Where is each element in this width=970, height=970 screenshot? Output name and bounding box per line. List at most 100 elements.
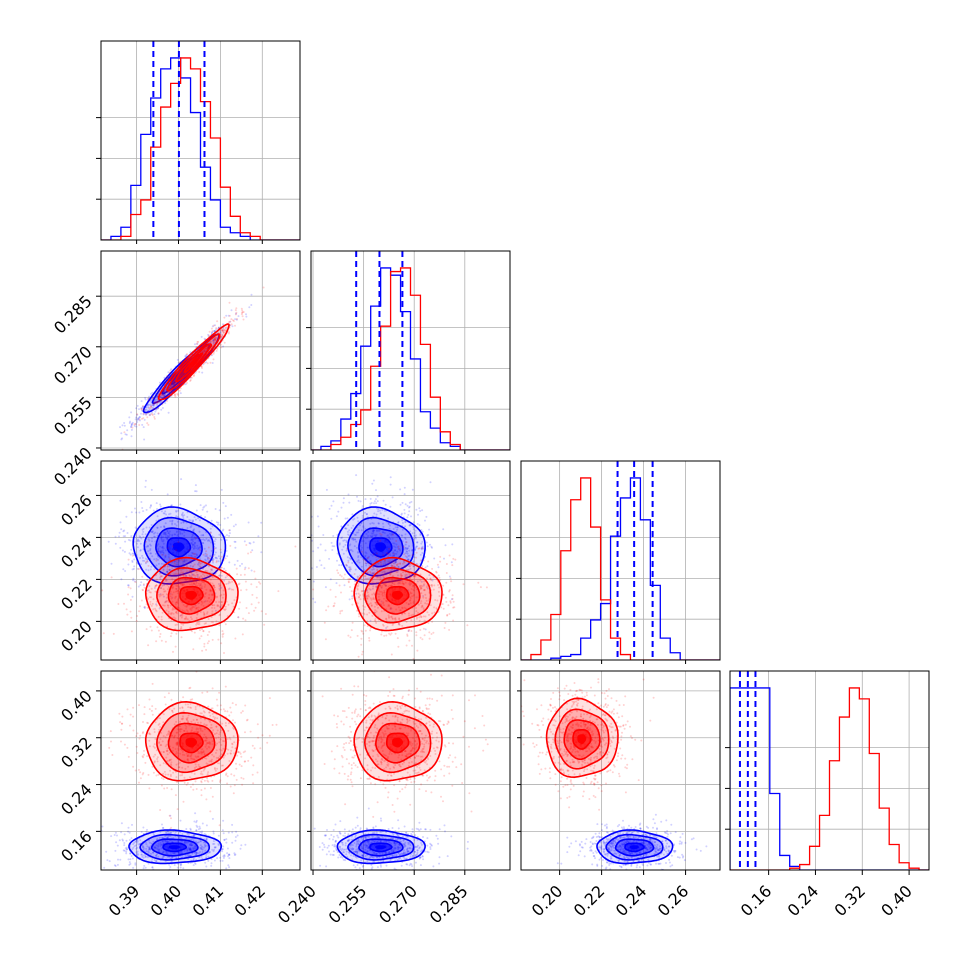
scatter-point-blue xyxy=(163,839,166,842)
scatter-point-red xyxy=(129,598,132,601)
scatter-point-blue xyxy=(149,506,152,509)
scatter-point-blue xyxy=(196,575,199,578)
scatter-point-red xyxy=(160,615,163,618)
scatter-point-red xyxy=(170,597,173,600)
scatter-point-red xyxy=(181,374,184,377)
scatter-point-red xyxy=(353,573,356,575)
scatter-point-red xyxy=(170,385,173,388)
scatter-point-red xyxy=(432,588,435,591)
scatter-point-red xyxy=(209,571,212,574)
scatter-point-blue xyxy=(190,539,193,542)
scatter-point-blue xyxy=(202,351,205,354)
scatter-point-blue xyxy=(159,381,161,384)
scatter-point-blue xyxy=(129,539,132,542)
scatter-point-blue xyxy=(120,432,123,435)
scatter-point-red xyxy=(412,594,415,597)
scatter-point-blue xyxy=(149,392,152,395)
scatter-point-blue xyxy=(306,569,308,571)
scatter-point-blue xyxy=(227,864,230,867)
scatter-point-blue xyxy=(141,405,144,408)
scatter-point-blue xyxy=(213,842,216,845)
scatter-point-red xyxy=(196,607,199,609)
scatter-point-blue xyxy=(198,519,201,522)
scatter-point-red xyxy=(159,578,162,581)
scatter-point-blue xyxy=(364,527,367,530)
scatter-point-blue xyxy=(160,550,163,553)
scatter-point-red xyxy=(184,605,187,608)
scatter-point-blue xyxy=(195,846,198,849)
scatter-point-blue xyxy=(219,605,222,608)
scatter-point-red xyxy=(208,576,211,579)
scatter-point-red xyxy=(213,338,216,341)
scatter-point-blue xyxy=(186,853,189,856)
scatter-point-blue xyxy=(234,853,237,856)
scatter-point-red xyxy=(255,596,258,599)
scatter-point-red xyxy=(430,584,433,587)
scatter-point-blue xyxy=(147,550,150,553)
scatter-point-red xyxy=(148,399,151,402)
scatter-point-blue xyxy=(412,528,415,531)
scatter-point-blue xyxy=(394,561,397,564)
scatter-point-blue xyxy=(374,498,377,501)
scatter-point-red xyxy=(347,634,350,637)
scatter-point-blue xyxy=(151,537,153,540)
scatter-point-red xyxy=(173,380,176,383)
scatter-point-blue xyxy=(408,549,411,552)
scatter-point-blue xyxy=(395,543,398,546)
scatter-point-blue xyxy=(136,413,139,416)
scatter-point-red xyxy=(213,338,216,341)
scatter-point-red xyxy=(175,382,178,385)
scatter-point-blue xyxy=(389,476,392,479)
scatter-point-red xyxy=(241,633,244,636)
scatter-point-red xyxy=(232,588,235,591)
scatter-point-blue xyxy=(129,858,132,861)
scatter-point-red xyxy=(399,609,402,612)
scatter-point-blue xyxy=(411,549,414,552)
scatter-point-red xyxy=(452,600,455,603)
scatter-point-red xyxy=(399,562,402,565)
scatter-point-blue xyxy=(416,545,418,548)
scatter-point-red xyxy=(171,567,174,570)
scatter-point-blue xyxy=(145,413,148,416)
scatter-point-blue xyxy=(181,532,184,535)
scatter-point-blue xyxy=(204,552,207,555)
scatter-point-red xyxy=(206,600,209,602)
scatter-point-blue xyxy=(194,812,197,815)
scatter-point-blue xyxy=(166,836,169,839)
scatter-point-red xyxy=(201,628,204,631)
scatter-point-red xyxy=(350,590,353,593)
scatter-point-blue xyxy=(130,426,132,429)
scatter-point-blue xyxy=(228,534,231,537)
scatter-point-blue xyxy=(411,532,414,535)
scatter-point-blue xyxy=(407,603,410,606)
scatter-point-blue xyxy=(377,562,380,565)
scatter-point-red xyxy=(202,573,204,576)
contour-line-blue xyxy=(143,516,215,577)
scatter-point-blue xyxy=(134,863,137,866)
scatter-point-blue xyxy=(161,540,164,543)
scatter-point-red xyxy=(156,626,159,629)
scatter-point-blue xyxy=(421,530,424,533)
scatter-point-blue xyxy=(144,409,147,412)
scatter-point-red xyxy=(216,569,219,572)
scatter-point-blue xyxy=(374,585,377,588)
scatter-point-red xyxy=(243,573,246,576)
scatter-point-blue xyxy=(379,576,382,579)
scatter-point-blue xyxy=(146,544,149,547)
scatter-point-red xyxy=(348,567,351,570)
scatter-point-red xyxy=(360,629,363,632)
scatter-point-blue xyxy=(397,566,400,569)
scatter-point-blue xyxy=(199,847,202,849)
scatter-point-blue xyxy=(121,549,124,552)
scatter-point-red xyxy=(163,604,166,607)
scatter-point-red xyxy=(154,407,156,410)
scatter-point-red xyxy=(175,611,178,614)
scatter-point-blue xyxy=(200,846,203,849)
scatter-point-red xyxy=(208,593,211,596)
scatter-point-red xyxy=(390,571,393,574)
scatter-point-blue xyxy=(130,435,133,438)
scatter-point-blue xyxy=(212,561,214,564)
scatter-point-blue xyxy=(348,557,351,560)
scatter-point-blue xyxy=(195,509,198,512)
scatter-point-blue xyxy=(157,543,160,546)
